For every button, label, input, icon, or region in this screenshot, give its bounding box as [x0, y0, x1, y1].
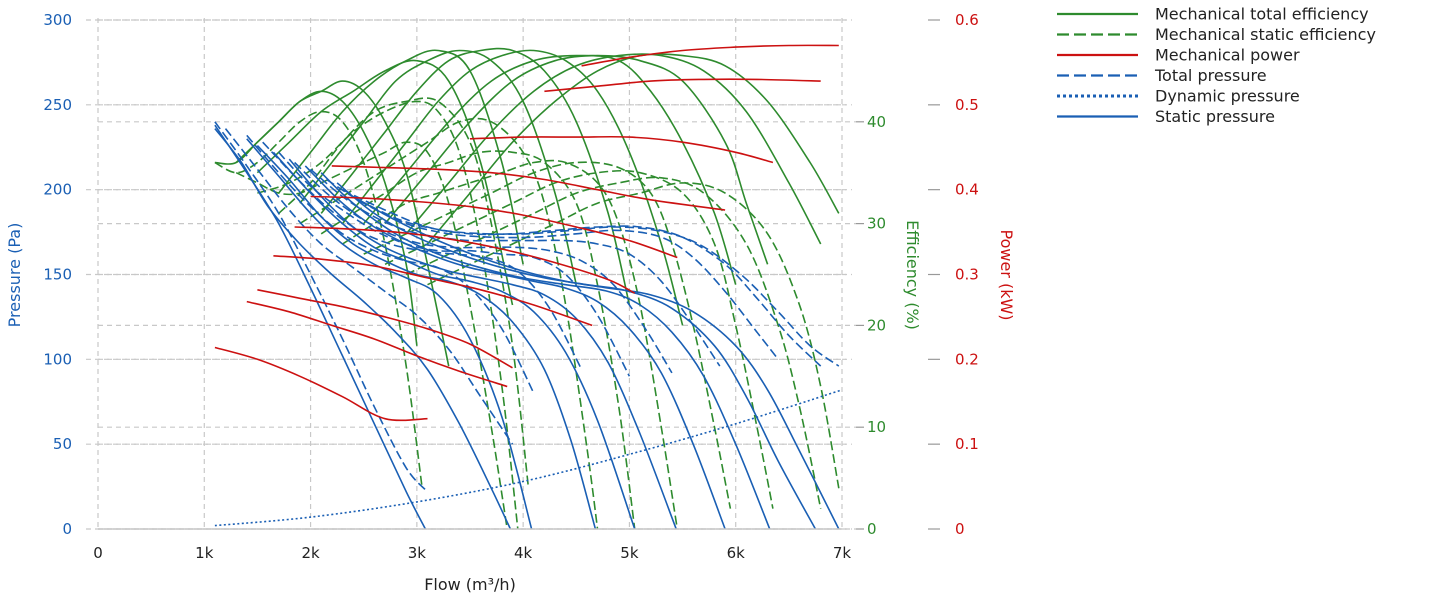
legend-label: Static pressure: [1155, 107, 1275, 126]
legend-label: Mechanical total efficiency: [1155, 5, 1369, 24]
power-line: [331, 165, 726, 211]
dynamic-pressure-line: [214, 389, 843, 527]
series: [214, 44, 843, 530]
efficiency-axis-title: Efficiency (%): [903, 220, 922, 330]
static-pressure-line: [256, 145, 597, 530]
efficiency-tick-label: 20: [867, 316, 886, 334]
legend-label: Mechanical power: [1155, 46, 1300, 65]
x-tick-label: 5k: [620, 544, 639, 562]
static-efficiency-line: [235, 141, 508, 530]
x-axis-title: Flow (m³/h): [424, 575, 516, 594]
total-efficiency-line: [405, 53, 822, 245]
axes: 0 1k 2k 3k 4k 5k 6k 7k0501001502002503000102030…: [43, 11, 979, 562]
static-efficiency-line: [299, 117, 599, 530]
grid: [86, 18, 856, 530]
power-line: [310, 195, 678, 259]
pressure-axis-title: Pressure (Pa): [5, 223, 24, 328]
static-efficiency-line: [214, 110, 423, 489]
efficiency-tick-label: 30: [867, 215, 886, 233]
total-efficiency-line: [363, 54, 737, 285]
total-efficiency-line: [299, 49, 578, 285]
power-line: [246, 300, 508, 388]
power-tick-label: 0.6: [955, 11, 979, 29]
power-tick-label: 0.2: [955, 350, 979, 368]
static-pressure-line: [352, 195, 840, 530]
static-pressure-line: [214, 128, 512, 530]
power-line: [273, 255, 593, 327]
legend-label: Mechanical static efficiency: [1155, 25, 1376, 44]
static-efficiency-line: [384, 169, 774, 509]
total-efficiency-line: [235, 80, 450, 367]
static-efficiency-line: [320, 150, 636, 530]
total-pressure-line: [326, 178, 779, 360]
power-line: [257, 289, 513, 369]
x-tick-label: 6k: [727, 544, 746, 562]
efficiency-tick-label: 0: [867, 520, 877, 538]
total-pressure-line: [358, 199, 840, 367]
efficiency-tick-label: 40: [867, 113, 886, 131]
power-line: [214, 346, 428, 422]
pressure-tick-label: 150: [43, 266, 72, 284]
total-pressure-line: [310, 168, 721, 367]
pressure-tick-label: 250: [43, 96, 72, 114]
x-tick-label: 7k: [833, 544, 852, 562]
power-tick-label: 0.1: [955, 435, 979, 453]
efficiency-tick-label: 10: [867, 418, 886, 436]
total-efficiency-line: [341, 49, 684, 326]
x-tick-label: 2k: [301, 544, 320, 562]
static-pressure-line: [288, 158, 677, 530]
x-tick-label: 0: [93, 544, 103, 562]
static-pressure-line: [320, 172, 771, 530]
power-tick-label: 0.3: [955, 266, 979, 284]
static-pressure-line: [246, 138, 533, 530]
static-efficiency-line: [257, 100, 519, 530]
total-pressure-line: [278, 151, 631, 377]
static-pressure-line: [272, 151, 636, 530]
x-tick-label: 4k: [514, 544, 533, 562]
static-efficiency-line: [278, 97, 530, 489]
static-efficiency-line: [427, 182, 840, 489]
power-tick-label: 0.5: [955, 96, 979, 114]
total-pressure-line: [342, 188, 822, 367]
static-efficiency-line: [342, 159, 679, 530]
total-efficiency-line: [320, 47, 631, 306]
power-line: [581, 44, 839, 67]
pressure-tick-label: 200: [43, 181, 72, 199]
power-axis-title: Power (kW): [997, 229, 1016, 320]
power-line: [469, 135, 774, 164]
pressure-tick-label: 100: [43, 350, 72, 368]
total-pressure-line: [224, 128, 514, 445]
x-tick-label: 1k: [195, 544, 214, 562]
pressure-tick-label: 300: [43, 11, 72, 29]
static-pressure-line: [304, 165, 726, 530]
power-line: [294, 226, 636, 294]
total-pressure-line: [246, 134, 535, 394]
power-tick-label: 0.4: [955, 181, 979, 199]
power-line: [544, 78, 821, 93]
legend-label: Total pressure: [1154, 66, 1267, 85]
total-efficiency-line: [384, 54, 769, 265]
pressure-tick-label: 50: [53, 435, 72, 453]
total-efficiency-line: [278, 49, 524, 265]
static-efficiency-line: [363, 161, 732, 509]
legend-label: Dynamic pressure: [1155, 87, 1300, 106]
pressure-tick-label: 0: [62, 520, 72, 538]
power-tick-label: 0: [955, 520, 965, 538]
x-tick-label: 3k: [408, 544, 427, 562]
static-pressure-line: [214, 124, 427, 530]
